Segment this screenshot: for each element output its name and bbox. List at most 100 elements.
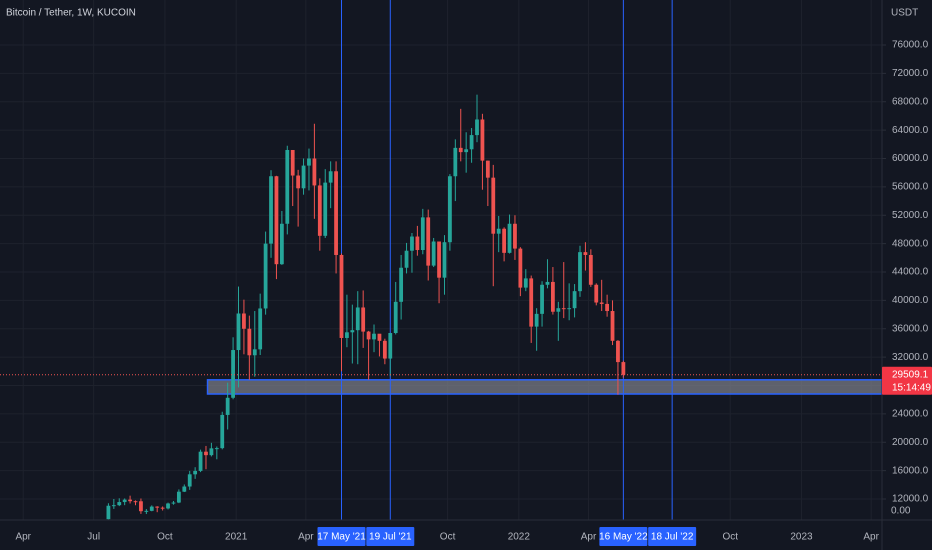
candle-body <box>616 340 620 363</box>
candle-body <box>339 254 344 338</box>
candle-body <box>242 313 246 329</box>
y-tick-label: 64000.0 <box>892 125 929 136</box>
y-tick-label: 56000.0 <box>892 182 929 193</box>
candle-body <box>507 223 512 253</box>
candle-body <box>187 474 192 487</box>
candle-body <box>464 149 469 153</box>
candle-body <box>214 448 219 450</box>
candle-body <box>480 119 485 161</box>
x-tick-label: 2021 <box>225 532 248 543</box>
candle-body <box>621 362 626 375</box>
x-tick-label: Apr <box>298 532 314 543</box>
x-tick-label: Apr <box>863 532 879 543</box>
candle-body <box>410 236 414 251</box>
candle-body <box>556 308 561 312</box>
candle-body <box>117 502 122 506</box>
x-tick-highlight <box>317 527 366 546</box>
candle-body <box>448 176 452 243</box>
candle-body <box>475 119 479 136</box>
candle-body <box>296 175 301 189</box>
candle-body <box>523 278 528 288</box>
candle-body <box>149 506 154 511</box>
candle-body <box>144 510 149 512</box>
x-tick-label: Jul <box>87 532 100 543</box>
candle-body <box>334 171 338 255</box>
candle-body <box>491 177 496 234</box>
y-tick-label: 24000.0 <box>892 409 929 420</box>
candle-body <box>263 243 268 309</box>
candle-body <box>513 223 517 249</box>
y-axis-label: USDT <box>891 8 918 19</box>
last-price-box <box>882 366 932 395</box>
candle-body <box>252 349 257 356</box>
last-price-label: 29509.1 <box>892 369 929 380</box>
x-tick-label: 19 Jul '21 <box>369 532 412 543</box>
candle-body <box>139 501 143 512</box>
x-tick-label: Oct <box>440 532 456 543</box>
y-tick-label: 36000.0 <box>892 323 929 334</box>
y-tick-label: 16000.0 <box>892 465 929 476</box>
candle-body <box>279 223 284 265</box>
candle-body <box>599 302 604 304</box>
candle-body <box>431 241 436 266</box>
candle-body <box>382 340 387 359</box>
candle-body <box>545 281 550 285</box>
y-tick-label: 76000.0 <box>892 40 929 51</box>
y-tick-label: 60000.0 <box>892 153 929 164</box>
candle-body <box>610 311 615 341</box>
candle-body <box>312 158 317 186</box>
candle-body <box>393 301 398 334</box>
x-tick-label: 17 May '21 <box>317 532 366 543</box>
candle-body <box>415 236 420 251</box>
candle-body <box>366 331 371 340</box>
candle-body <box>561 308 566 310</box>
x-tick-label: 18 Jul '22 <box>651 532 694 543</box>
candle-body <box>176 491 181 503</box>
candle-body <box>350 330 355 333</box>
candle-body <box>534 313 539 327</box>
candle-body <box>529 278 534 327</box>
candle-body <box>285 149 290 224</box>
candle-body <box>155 506 160 508</box>
candle-body <box>133 501 138 503</box>
candle-body <box>426 217 431 266</box>
candle-body <box>274 176 279 265</box>
candle-body <box>567 308 572 310</box>
candle-body <box>540 284 544 314</box>
candle-body <box>404 250 409 268</box>
candle-body <box>377 333 382 341</box>
candle-body <box>317 185 322 236</box>
x-tick-label: Oct <box>157 532 173 543</box>
candle-body <box>122 499 127 503</box>
candle-body <box>594 284 599 303</box>
candle-body <box>442 242 447 278</box>
countdown-label: 15:14:49 <box>892 382 931 393</box>
y-tick-label: 12000.0 <box>892 494 929 505</box>
candle-body <box>128 499 132 502</box>
candle-body <box>182 486 187 492</box>
x-tick-label: 2023 <box>790 532 813 543</box>
y-tick-label: 44000.0 <box>892 267 929 278</box>
candle-body <box>605 303 609 312</box>
chart-title: Bitcoin / Tether, 1W, KUCOIN <box>6 8 136 19</box>
candle-body <box>502 228 507 253</box>
candle-body <box>323 182 328 236</box>
x-tick-label: Apr <box>15 532 31 543</box>
y-tick-label: 52000.0 <box>892 210 929 221</box>
candle-body <box>496 228 501 234</box>
candle-body <box>269 176 273 244</box>
y-tick-label: 32000.0 <box>892 352 929 363</box>
candle-body <box>361 307 366 332</box>
plot-area <box>0 0 883 520</box>
candle-body <box>388 333 393 359</box>
candle-body <box>111 505 116 507</box>
candle-body <box>469 135 474 150</box>
candle-body <box>290 149 295 176</box>
y-tick-label: 20000.0 <box>892 437 929 448</box>
candle-body <box>106 505 111 520</box>
candle-body <box>307 158 311 166</box>
candle-body <box>578 252 582 292</box>
candle-body <box>518 248 523 288</box>
